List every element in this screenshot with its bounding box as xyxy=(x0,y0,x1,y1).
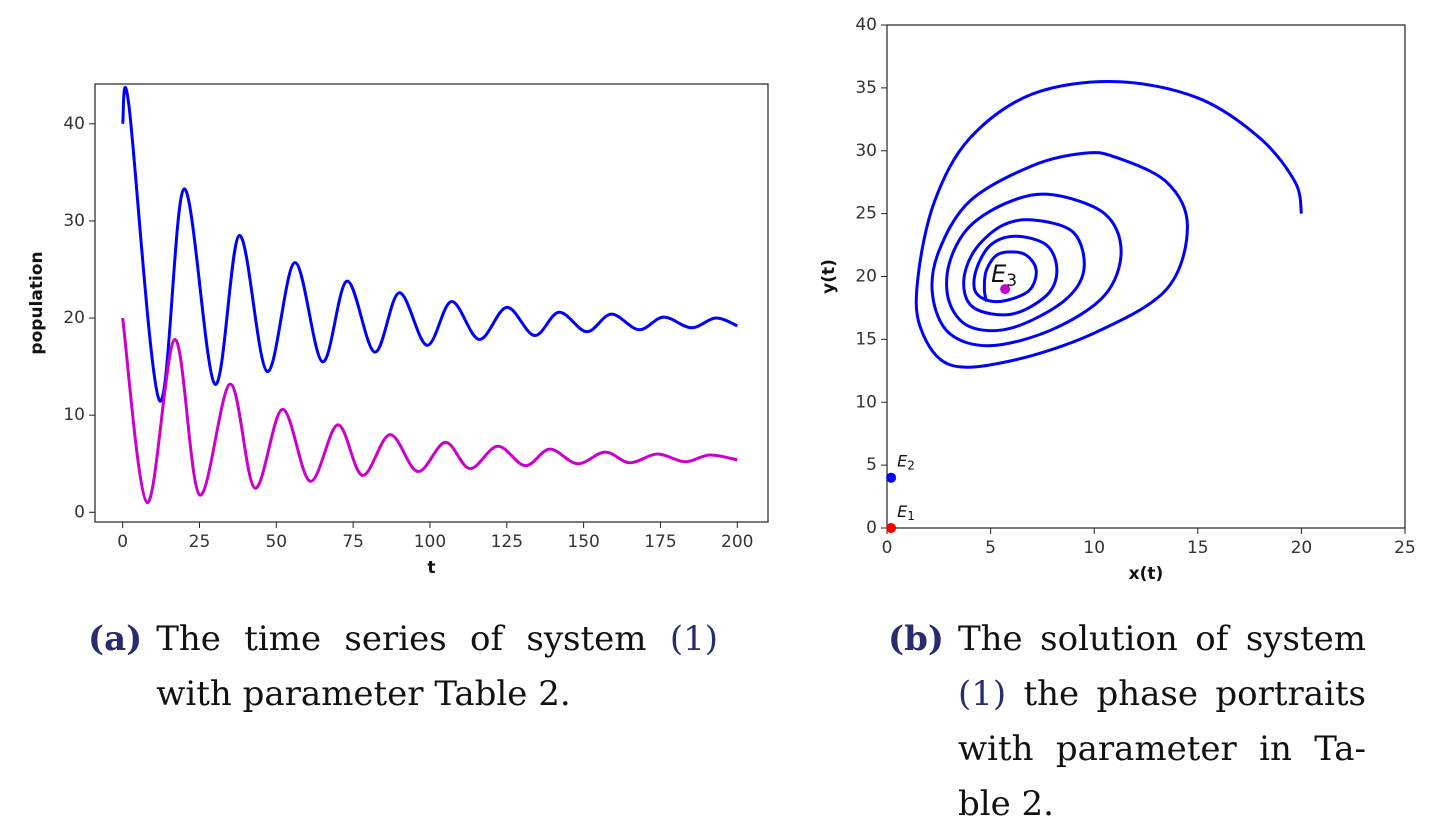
caption-main: The time series of system xyxy=(156,619,647,659)
y-tick-label: 25 xyxy=(855,204,877,224)
caption-text: The solution of system (1) the phase por… xyxy=(958,612,1366,832)
x-tick-label: 0 xyxy=(117,532,128,552)
y-tick-label: 10 xyxy=(63,405,85,425)
y-tick-label: 40 xyxy=(855,15,877,35)
equilibrium-point xyxy=(886,523,897,533)
x-tick-label: 175 xyxy=(644,532,676,552)
y-tick-label: 5 xyxy=(866,455,877,475)
x-tick-label: 5 xyxy=(985,538,996,558)
x-tick-label: 75 xyxy=(342,532,364,552)
point-label-sub: 2 xyxy=(907,458,915,472)
y-tick-label: 30 xyxy=(63,211,85,231)
caption-label: (b) xyxy=(888,619,944,659)
x-tick-label: 10 xyxy=(1083,538,1105,558)
x-tick-label: 20 xyxy=(1291,538,1313,558)
point-label-main: E xyxy=(991,260,1007,288)
caption-rest: the phase portraits with parameter in Ta… xyxy=(957,674,1366,824)
equilibrium-point xyxy=(886,472,897,483)
x-axis-label: x(t) xyxy=(1129,564,1164,584)
x-tick-label: 25 xyxy=(1394,538,1416,558)
y-axis-label: y(t) xyxy=(819,259,839,294)
caption-a: (a) The time series of system (1) with p… xyxy=(88,612,718,722)
x-tick-label: 15 xyxy=(1187,538,1209,558)
x-tick-label: 100 xyxy=(414,532,446,552)
y-tick-label: 10 xyxy=(855,392,877,412)
caption-b: (b) The solution of system (1) the phase… xyxy=(888,612,1366,832)
x-axis-label: t xyxy=(427,558,435,578)
point-label-sub: 1 xyxy=(907,509,915,523)
y-tick-label: 15 xyxy=(855,329,877,349)
y-tick-label: 30 xyxy=(855,141,877,161)
series-line xyxy=(914,80,1303,369)
y-tick-label: 20 xyxy=(63,308,85,328)
point-label-main: E xyxy=(897,502,908,521)
x-tick-label: 150 xyxy=(567,532,599,552)
x-tick-label: 125 xyxy=(491,532,523,552)
point-label-sub: 3 xyxy=(1006,271,1017,291)
figure: 0 25 50 75 100 125 150 175 200010203040tpopulati… xyxy=(27,15,1416,584)
point-label: E1 xyxy=(897,502,915,523)
point-label: E2 xyxy=(897,451,915,472)
y-axis-label: population xyxy=(27,251,47,354)
x-tick-label: 25 xyxy=(189,532,211,552)
y-tick-label: 35 xyxy=(855,78,877,98)
y-tick-label: 40 xyxy=(63,114,85,134)
y-tick-label: 0 xyxy=(74,502,85,522)
series-line xyxy=(121,317,738,505)
equilibrium-point xyxy=(1000,284,1011,295)
x-tick-label: 0 xyxy=(882,538,893,558)
point-label-main: E xyxy=(897,451,908,470)
plot-frame xyxy=(94,83,769,523)
caption-rest: with parameter Table 2. xyxy=(156,674,571,714)
y-tick-label: 20 xyxy=(855,267,877,287)
x-tick-label: 200 xyxy=(721,532,753,552)
x-tick-label: 50 xyxy=(265,532,287,552)
caption-main: The solution of system xyxy=(957,619,1366,659)
caption-text: The time series of system (1) with param… xyxy=(156,612,718,722)
point-label: E3 xyxy=(991,260,1017,291)
caption-ref: (1) xyxy=(669,619,718,659)
y-tick-label: 0 xyxy=(866,518,877,538)
caption-label: (a) xyxy=(88,619,143,659)
series-line xyxy=(121,85,738,403)
caption-ref: (1) xyxy=(957,674,1007,714)
